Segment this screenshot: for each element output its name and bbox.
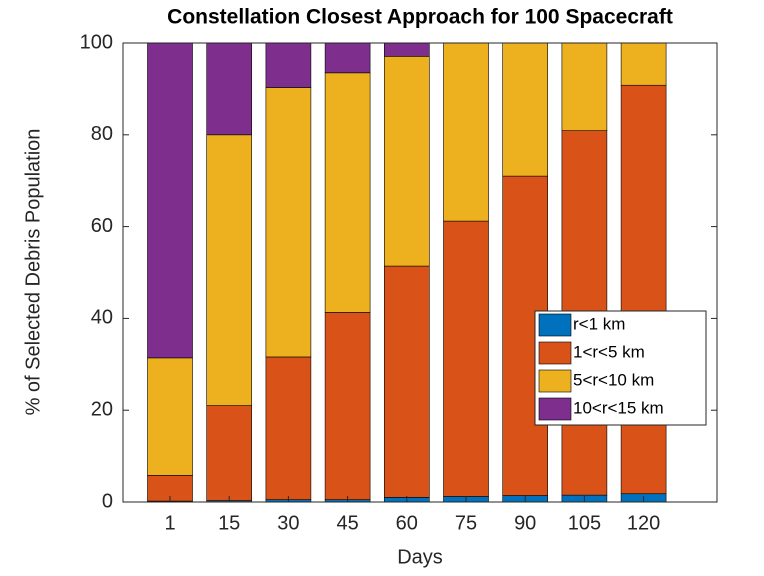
bar-segment — [502, 42, 549, 177]
bar-segment — [147, 357, 193, 476]
y-tick-label: 40 — [91, 307, 113, 329]
bar-segment — [265, 87, 312, 358]
bar-segment — [383, 42, 430, 57]
bar-segment — [147, 42, 193, 359]
x-tick-label: 90 — [514, 512, 536, 534]
x-tick-label: 15 — [218, 512, 240, 534]
bar-segment — [561, 42, 608, 131]
y-tick-label: 80 — [91, 123, 113, 145]
chart-title: Constellation Closest Approach for 100 S… — [167, 6, 673, 29]
bar-segment — [206, 42, 252, 136]
bar-segment — [383, 265, 430, 498]
x-tick-label: 60 — [396, 512, 418, 534]
y-tick-label: 60 — [91, 215, 113, 237]
legend-swatch — [538, 369, 572, 393]
legend: r<1 km 1<r<5 km 5<r<10 km 10<r<15 km — [534, 310, 707, 426]
bar-segment — [324, 72, 371, 313]
x-tick-label: 75 — [455, 512, 477, 534]
bar-segment — [443, 220, 489, 497]
legend-label: 5<r<10 km — [573, 370, 654, 389]
bar-segment — [324, 42, 371, 74]
bar-segment — [206, 134, 252, 406]
bar-segment — [206, 405, 252, 501]
bar-segment — [443, 42, 489, 222]
x-tick-label: 45 — [336, 512, 358, 534]
bar-segment — [620, 84, 667, 495]
y-tick-label: 20 — [91, 398, 113, 420]
y-tick-label: 100 — [80, 31, 113, 53]
x-tick-label: 120 — [627, 512, 660, 534]
legend-swatch — [538, 341, 572, 365]
x-tick-label: 30 — [277, 512, 299, 534]
bar-segment — [265, 356, 312, 501]
x-tick-label: 1 — [164, 512, 175, 534]
bar-segment — [265, 42, 312, 88]
legend-swatch — [538, 397, 572, 421]
legend-swatch — [538, 313, 572, 337]
legend-label: r<1 km — [573, 314, 625, 333]
x-axis-label: Days — [397, 546, 443, 568]
bar-segment — [383, 56, 430, 267]
x-tick-label: 105 — [568, 512, 601, 534]
bar-segment — [620, 42, 667, 86]
y-tick-label: 0 — [102, 490, 113, 512]
axes-box — [122, 42, 718, 503]
legend-label: 1<r<5 km — [573, 342, 645, 361]
bar-segment — [324, 312, 371, 501]
legend-label: 10<r<15 km — [573, 398, 664, 417]
y-axis-label: % of Selected Debris Population — [22, 129, 44, 416]
